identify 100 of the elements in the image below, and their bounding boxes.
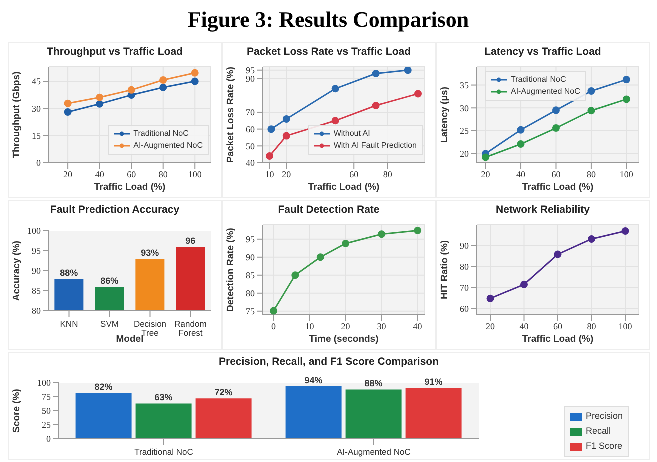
point: [414, 90, 422, 98]
y-axis-title: Accuracy (%): [11, 240, 22, 302]
chart-title: Latency vs Traffic Load: [484, 45, 602, 60]
y-axis-title: Detection Rate (%): [225, 228, 236, 312]
y-axis-title: Latency (μs): [439, 87, 450, 143]
y-tick-label: 50: [246, 141, 256, 152]
point: [414, 227, 422, 235]
data-label: 94%: [304, 375, 323, 386]
data-label: 63%: [154, 392, 173, 403]
point: [520, 280, 528, 288]
point: [342, 240, 350, 248]
point: [552, 124, 560, 132]
y-axis-title: Packet Loss Rate (%): [225, 66, 236, 164]
x-tick-label: 30: [377, 321, 387, 332]
y-tick-label: 35: [460, 80, 470, 90]
y-tick-label: 0: [46, 434, 52, 444]
y-tick-label: 75: [246, 306, 256, 317]
x-axis-title: Traffic Load (%): [94, 182, 166, 193]
point: [160, 76, 168, 84]
point: [517, 126, 525, 134]
x-tick-label: 10: [305, 321, 315, 332]
x-axis-title: Traffic Load (%): [522, 182, 594, 193]
point: [191, 78, 199, 86]
bar: [286, 386, 342, 439]
legend-label: With AI Fault Prediction: [334, 140, 417, 152]
y-tick-label: 90: [246, 74, 256, 84]
y-tick-label: 70: [246, 108, 256, 118]
data-label: 88%: [60, 268, 78, 278]
text: Figure 3: Results Comparison: [186, 6, 470, 34]
x-axis-title: Traffic Load (%): [522, 334, 594, 345]
data-label: 88%: [364, 378, 383, 389]
y-tick-label: 95: [246, 66, 256, 76]
y-tick-label: 90: [460, 241, 470, 252]
legend-label: AI-Augmented NoC: [511, 86, 580, 98]
y-tick-label: 60: [246, 124, 256, 135]
point: [486, 294, 494, 302]
point: [588, 235, 596, 243]
y-tick-label: 30: [32, 104, 42, 114]
x-tick-label: 80: [383, 169, 393, 180]
legend-label: F1 Score: [586, 440, 622, 454]
data-label: 86%: [100, 276, 119, 286]
data-label: 93%: [141, 248, 160, 258]
point: [482, 154, 490, 162]
y-tick-label: 100: [28, 226, 42, 236]
point: [191, 69, 199, 77]
point: [588, 87, 596, 95]
y-tick-label: 85: [246, 270, 256, 281]
x-tick-label: 20: [282, 169, 292, 180]
point: [372, 102, 380, 110]
point: [282, 115, 290, 123]
point: [552, 106, 560, 114]
y-tick-label: 90: [32, 266, 42, 276]
x-tick-label: 60: [350, 169, 360, 180]
x-tick-label: SVM: [100, 319, 119, 329]
point: [332, 85, 340, 93]
x-tick-label: 100: [618, 321, 633, 332]
point: [588, 107, 596, 115]
point: [517, 140, 525, 148]
point: [622, 76, 630, 84]
y-tick-label: 15: [32, 131, 42, 142]
point: [378, 230, 386, 238]
x-tick-label: 100: [188, 169, 202, 180]
data-label: 82%: [94, 382, 113, 392]
point: [282, 132, 290, 140]
point: [160, 84, 168, 92]
point: [332, 117, 340, 125]
y-axis-title: HIT Ratio (%): [439, 240, 450, 300]
data-label: 72%: [214, 388, 233, 398]
point: [554, 250, 562, 258]
x-tick-label: 0: [272, 321, 277, 332]
chart-title: Fault Detection Rate: [277, 203, 381, 218]
point: [316, 254, 324, 262]
data-label: 96: [186, 236, 196, 246]
legend-label: Precision: [586, 410, 623, 424]
bar: [406, 388, 462, 439]
point: [404, 67, 412, 74]
x-tick-label: 80: [587, 321, 597, 332]
y-tick-label: 50: [42, 406, 52, 416]
point: [622, 228, 630, 236]
x-tick-label: 60: [552, 169, 562, 180]
y-tick-label: 60: [460, 304, 470, 314]
y-tick-label: 75: [42, 392, 52, 402]
legend-label: Traditional NoC: [134, 128, 189, 140]
point: [96, 100, 104, 108]
chart-title: Fault Prediction Accuracy: [49, 203, 181, 218]
x-tick-label: Random Forest: [174, 319, 207, 338]
y-tick-label: 70: [460, 282, 470, 293]
bar: [76, 393, 132, 439]
x-tick-label: 80: [158, 169, 168, 180]
x-tick-label: 40: [95, 169, 105, 180]
y-tick-label: 85: [32, 286, 42, 296]
x-tick-label: 60: [127, 169, 137, 180]
x-tick-label: 40: [413, 321, 423, 332]
x-tick-label: 60: [554, 321, 563, 332]
point: [96, 94, 104, 102]
point: [64, 108, 72, 116]
y-tick-label: 100: [38, 378, 52, 388]
point: [292, 272, 300, 280]
x-tick-label: 10: [265, 169, 275, 180]
y-tick-label: 80: [246, 288, 256, 299]
